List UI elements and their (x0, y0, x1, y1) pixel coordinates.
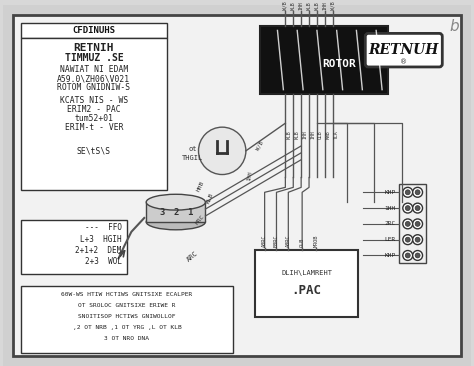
Bar (21, 220, 128, 274)
Text: KLB: KLB (294, 131, 299, 139)
Text: ROTOM GNIDNIW-S: ROTOM GNIDNIW-S (57, 83, 130, 92)
Text: KLB: KLB (206, 192, 215, 204)
Bar (399, 184, 427, 264)
Text: 1HH: 1HH (246, 170, 253, 181)
Bar (21, 38, 167, 190)
Text: TLA: TLA (334, 131, 339, 139)
Text: W/B: W/B (255, 141, 264, 152)
Text: MROB: MROB (313, 234, 319, 247)
Text: 1HH: 1HH (310, 131, 315, 139)
Text: A59.0\ZH06\V021: A59.0\ZH06\V021 (57, 74, 130, 83)
Text: 3 OT NRO DNA: 3 OT NRO DNA (104, 336, 149, 341)
Circle shape (413, 219, 422, 229)
Text: KWB: KWB (326, 131, 331, 139)
Circle shape (403, 203, 413, 213)
Text: 1HH: 1HH (302, 131, 307, 139)
Text: OLB: OLB (318, 131, 323, 139)
Text: ROTOR: ROTOR (322, 59, 356, 69)
Circle shape (199, 127, 246, 175)
Text: .PAC: .PAC (292, 284, 321, 298)
Text: ,2 OT NRB ,1 OT YRG ,L OT KLB: ,2 OT NRB ,1 OT YRG ,L OT KLB (73, 325, 182, 330)
Text: SNOITISOP HCTIWS GNIWOLLOF: SNOITISOP HCTIWS GNIWOLLOF (78, 314, 176, 319)
Circle shape (413, 203, 422, 213)
Circle shape (405, 237, 410, 242)
FancyBboxPatch shape (365, 33, 442, 67)
Text: A8RC: A8RC (286, 234, 291, 247)
Text: ®: ® (400, 59, 407, 65)
Text: 1HH: 1HH (299, 1, 304, 10)
Text: B8RC: B8RC (274, 234, 279, 247)
Text: SE\tS\S: SE\tS\S (77, 146, 111, 155)
Text: b: b (449, 19, 459, 34)
Text: KLB: KLB (314, 1, 319, 10)
Text: 1: 1 (187, 208, 192, 217)
Text: ---  FFO: --- FFO (84, 223, 121, 232)
Bar (21, 286, 233, 353)
Ellipse shape (146, 194, 205, 210)
Text: 1HH: 1HH (384, 206, 396, 210)
Circle shape (403, 235, 413, 244)
Text: 60W-WS HTIW HCTIWS GNITSIXE ECALPER: 60W-WS HTIW HCTIWS GNITSIXE ECALPER (61, 292, 192, 298)
Circle shape (403, 187, 413, 197)
Bar (260, 26, 388, 94)
Text: MRC: MRC (195, 214, 206, 226)
Circle shape (415, 237, 420, 242)
Text: THGIL: THGIL (182, 155, 203, 161)
Text: ARC: ARC (186, 250, 200, 263)
Bar (146, 202, 205, 222)
Circle shape (405, 206, 410, 210)
Text: TIMMUZ .SE: TIMMUZ .SE (64, 53, 123, 63)
Text: L+3  HGIH: L+3 HGIH (80, 235, 121, 244)
Circle shape (403, 250, 413, 260)
Circle shape (413, 250, 422, 260)
Text: LER: LER (384, 237, 396, 242)
Text: NAWIAT NI EDAM: NAWIAT NI EDAM (60, 66, 128, 74)
Circle shape (403, 219, 413, 229)
Text: tum52+01: tum52+01 (74, 114, 113, 123)
Circle shape (415, 221, 420, 226)
Text: HHB: HHB (196, 180, 205, 193)
Text: 2+1+2  DEM: 2+1+2 DEM (75, 246, 121, 255)
Text: ERIM-t - VER: ERIM-t - VER (64, 123, 123, 132)
Text: RETNIH: RETNIH (73, 43, 114, 53)
Ellipse shape (146, 214, 205, 230)
Text: 2RC: 2RC (384, 221, 396, 227)
Text: DLIH\LAMREHT: DLIH\LAMREHT (281, 270, 332, 276)
Circle shape (405, 221, 410, 226)
Text: KLB: KLB (286, 131, 292, 139)
Text: ERIM2 - PAC: ERIM2 - PAC (67, 105, 121, 114)
Circle shape (413, 187, 422, 197)
Text: OLB: OLB (300, 237, 305, 247)
Text: KHP: KHP (384, 253, 396, 258)
Circle shape (415, 206, 420, 210)
Text: KLB: KLB (291, 1, 296, 10)
Text: OT SROLOC GNITSIXE ERIWE R: OT SROLOC GNITSIXE ERIWE R (78, 303, 176, 308)
Text: 2: 2 (173, 208, 179, 217)
Circle shape (405, 253, 410, 258)
Text: KCATS NIS - WS: KCATS NIS - WS (60, 96, 128, 105)
Text: KHP: KHP (384, 190, 396, 195)
Text: RETNUH: RETNUH (369, 43, 439, 57)
Text: KLB: KLB (307, 1, 311, 10)
Text: CFDINUHS: CFDINUHS (73, 26, 115, 35)
Text: 3: 3 (159, 208, 164, 217)
Bar (21, 23, 167, 38)
Text: 2+3  WOL: 2+3 WOL (84, 257, 121, 266)
Bar (255, 250, 358, 317)
Text: A8RC: A8RC (262, 234, 267, 247)
Circle shape (405, 190, 410, 195)
Text: ot: ot (188, 146, 197, 152)
Text: W/B: W/B (330, 1, 335, 10)
Circle shape (415, 190, 420, 195)
Text: W/B: W/B (283, 1, 288, 10)
Circle shape (415, 253, 420, 258)
Text: 1HH: 1HH (322, 1, 328, 10)
Circle shape (413, 235, 422, 244)
